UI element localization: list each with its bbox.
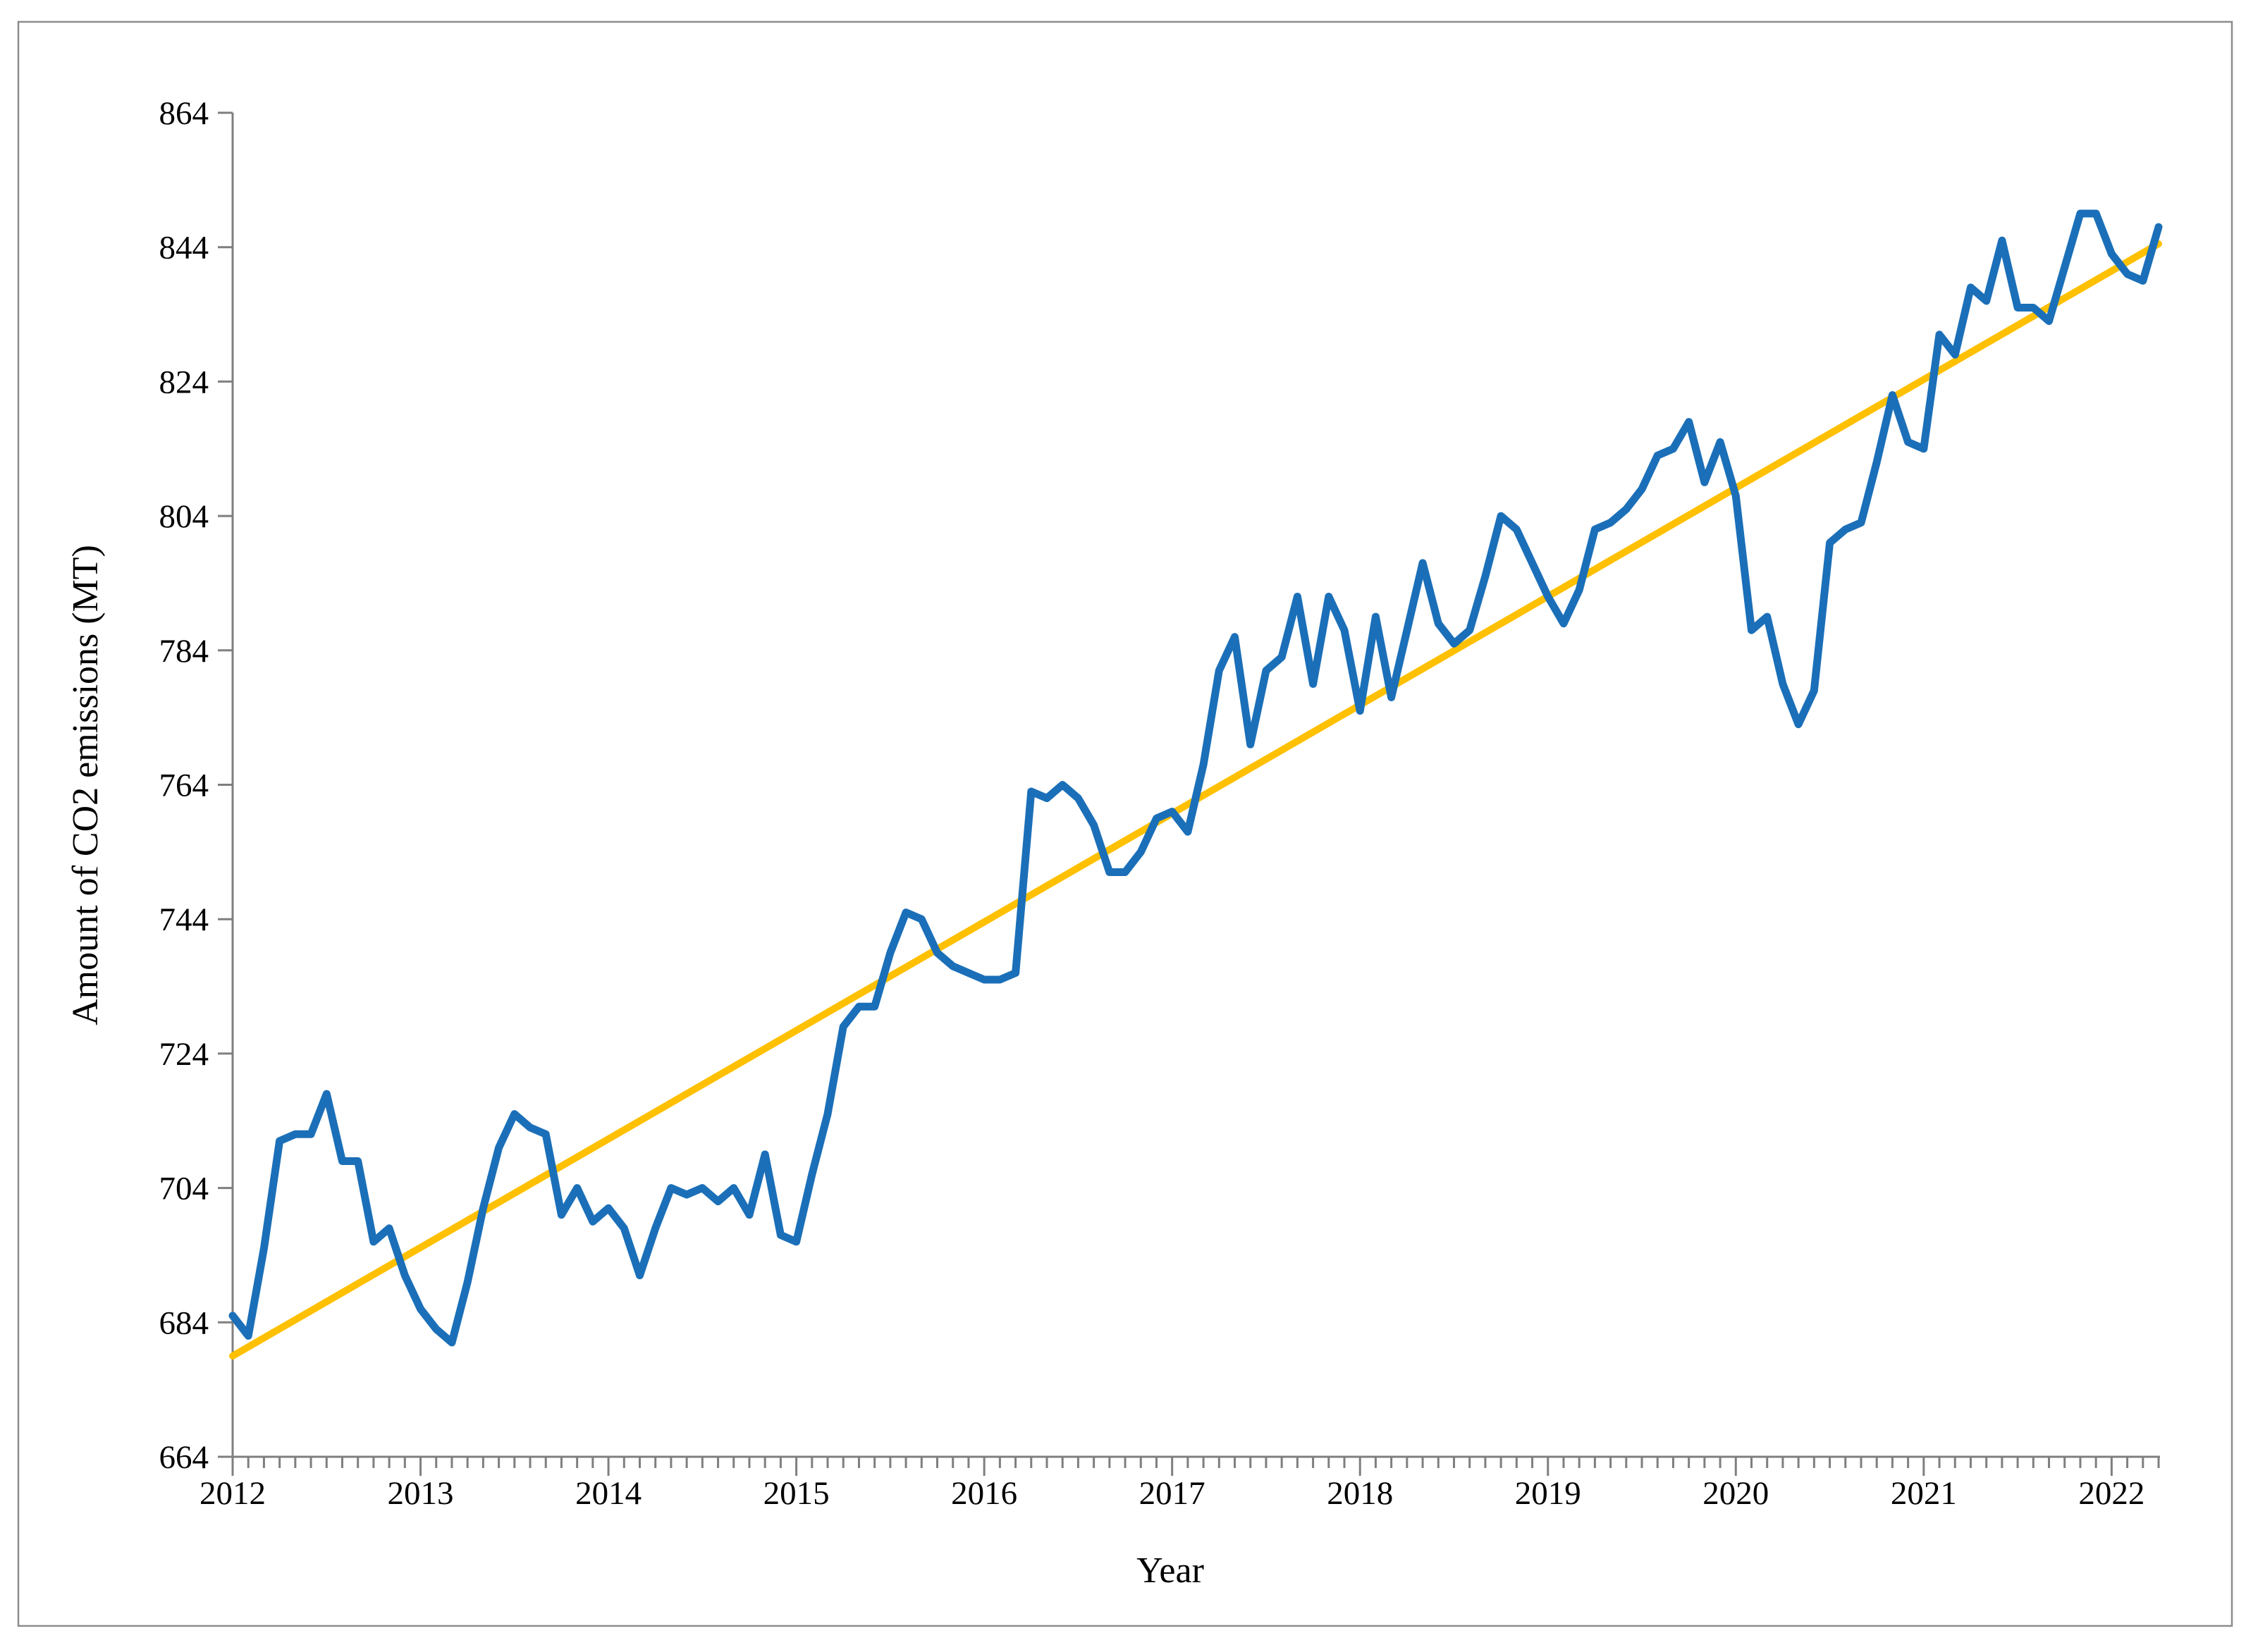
x-tick-label: 2015 [763,1475,830,1512]
x-tick-label: 2013 [388,1475,454,1512]
y-tick-label: 824 [159,364,209,400]
emissions-line [228,209,2163,1347]
y-tick-label: 784 [159,633,209,670]
y-tick-label: 744 [159,901,209,938]
x-tick-label: 2012 [200,1475,266,1512]
x-tick-label: 2021 [1891,1475,1957,1512]
x-axis-title: Year [1136,1551,1204,1591]
x-tick-label: 2018 [1327,1475,1393,1512]
y-tick-label: 724 [159,1036,209,1073]
y-axis-title: Amount of CO2 emissions (MT) [66,545,106,1025]
y-tick-label: 864 [159,95,209,132]
y-tick-label: 684 [159,1305,209,1341]
y-tick-label: 844 [159,230,209,266]
y-tick-label: 704 [159,1171,209,1207]
x-tick-label: 2020 [1702,1475,1769,1512]
x-tick-label: 2014 [575,1475,642,1512]
y-tick-label: 664 [159,1439,209,1476]
x-tick-label: 2017 [1139,1475,1205,1512]
y-tick-label: 764 [159,768,209,804]
y-tick-label: 804 [159,498,209,535]
x-tick-label: 2016 [951,1475,1017,1512]
x-tick-label: 2019 [1515,1475,1581,1512]
page-border [17,20,2233,1627]
x-tick-label: 2022 [2078,1475,2144,1512]
plot-area: 664 684 704 724 744 764 784 804 824 844 864 2012 201… [159,95,2163,1512]
